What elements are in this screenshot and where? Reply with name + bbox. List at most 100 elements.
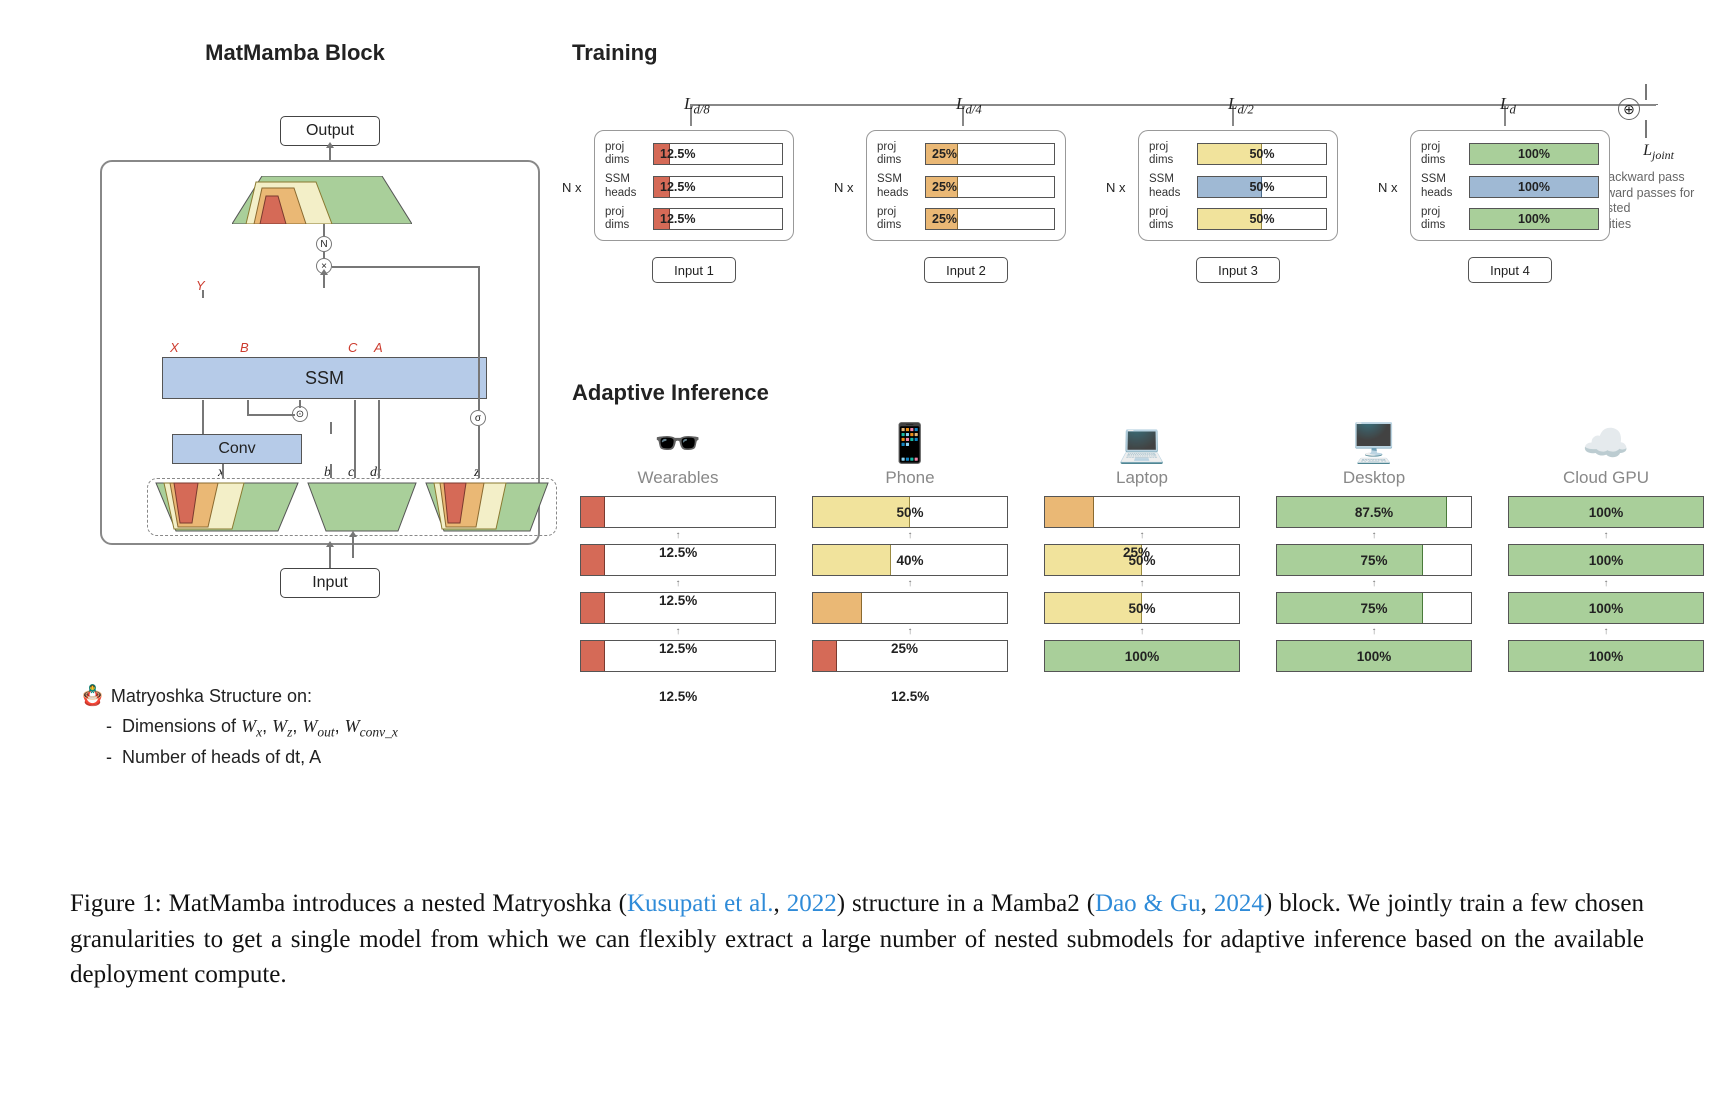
bar-value-label: 50% [1045, 601, 1239, 616]
layer-bar: 25% [1044, 496, 1240, 528]
conv-bar: Conv [172, 434, 302, 464]
nx-label: N x [1378, 180, 1398, 195]
legend-heads-row: - Number of heads of dt, A [106, 743, 530, 772]
training-input-box: Input 1 [652, 257, 736, 283]
joint-loss-label: Ljoint [1643, 142, 1674, 163]
bar-value-label: 100% [1509, 649, 1703, 664]
flow-up-arrow-icon: ↑ [1372, 626, 1377, 637]
training-bar: 25% [925, 143, 1055, 165]
bar-fill [581, 497, 605, 527]
training-card: proj dims 50% SSM heads 50% proj dims 50% [1138, 130, 1338, 241]
loss-subscript-label: Ld/2 [1228, 94, 1254, 117]
bar-fill [581, 641, 605, 671]
layer-stack: 87.5%↑75%↑75%↑100% [1276, 496, 1472, 672]
bar-value-label: 50% [1198, 180, 1326, 194]
training-panel: Training ⊕ Ljoint Single backward pass f… [560, 40, 1680, 76]
input-projection-group [147, 478, 557, 536]
layer-stack: 25%↑50%↑50%↑100% [1044, 496, 1240, 672]
training-bar: 12.5% [653, 143, 783, 165]
cite-kusupati[interactable]: Kusupati et al. [627, 890, 774, 917]
caption-mid1: ) structure in a Mamba2 ( [837, 890, 1095, 917]
adaptive-column: 🖥️Desktop87.5%↑75%↑75%↑100% [1276, 420, 1472, 672]
training-row: proj dims 50% [1149, 206, 1327, 232]
training-row: proj dims100% [1421, 141, 1599, 167]
adaptive-column: 💻Laptop25%↑50%↑50%↑100% [1044, 420, 1240, 672]
nx-label: N x [834, 180, 854, 195]
layer-stack: 12.5%↑12.5%↑12.5%↑12.5% [580, 496, 776, 672]
block-outer: N × Y SSM X B C A ⊙ Conv x b c dt z σ [100, 160, 540, 545]
device-label: Phone [812, 468, 1008, 488]
flow-up-arrow-icon: ↑ [1140, 626, 1145, 637]
training-bar: 50% [1197, 143, 1327, 165]
adaptive-title: Adaptive Inference [572, 380, 1680, 406]
adaptive-column: 📱Phone50%↑40%↑25%↑12.5% [812, 420, 1008, 672]
device-icon: ☁️ [1508, 420, 1704, 468]
flow-up-arrow-icon: ↑ [676, 578, 681, 589]
training-bar: 50% [1197, 208, 1327, 230]
bar-fill [581, 593, 605, 623]
training-input-box: Input 3 [1196, 257, 1280, 283]
bar-fill [813, 641, 837, 671]
flow-up-arrow-icon: ↑ [1604, 530, 1609, 541]
training-row: proj dims12.5% [605, 206, 783, 232]
bar-value-label: 50% [1198, 212, 1326, 226]
bar-value-label: 50% [1198, 147, 1326, 161]
flow-up-arrow-icon: ↑ [676, 626, 681, 637]
bar-value-label: 25% [926, 180, 957, 194]
training-row-label: proj dims [1149, 141, 1191, 167]
training-input-box: Input 4 [1468, 257, 1552, 283]
training-row-label: SSM heads [1421, 173, 1463, 199]
loss-subscript-label: Ld/8 [684, 94, 710, 117]
sigma-icon: σ [470, 410, 486, 426]
training-title: Training [572, 40, 1680, 66]
device-icon: 🕶️ [580, 420, 776, 468]
training-row-label: SSM heads [1149, 173, 1191, 199]
training-bar: 100% [1469, 176, 1599, 198]
bar-value-label: 12.5% [654, 147, 695, 161]
bar-value-label: 100% [1045, 649, 1239, 664]
layer-bar: 100% [1508, 544, 1704, 576]
label-C: C [348, 340, 357, 355]
training-row: proj dims100% [1421, 206, 1599, 232]
flow-up-arrow-icon: ↑ [1140, 578, 1145, 589]
bar-value-label: 75% [1277, 553, 1471, 568]
matmamba-block-panel: MatMamba Block Output N × Y SSM X B C A [70, 40, 520, 76]
adaptive-column: ☁️Cloud GPU100%↑100%↑100%↑100% [1508, 420, 1704, 672]
training-card: proj dims25%SSM heads25%proj dims25% [866, 130, 1066, 241]
training-row-label: proj dims [877, 141, 919, 167]
device-label: Cloud GPU [1508, 468, 1704, 488]
bar-value-label: 100% [1509, 553, 1703, 568]
bar-value-label: 100% [1509, 601, 1703, 616]
training-bar: 25% [925, 176, 1055, 198]
cite-daogu[interactable]: Dao & Gu [1095, 890, 1201, 917]
layer-stack: 100%↑100%↑100%↑100% [1508, 496, 1704, 672]
bar-value-label: 100% [1277, 649, 1471, 664]
bar-value-label: 25% [926, 212, 957, 226]
label-B: B [240, 340, 249, 355]
bar-fill [1045, 497, 1094, 527]
bar-value-label: 40% [813, 553, 1007, 568]
layer-bar: 87.5% [1276, 496, 1472, 528]
bar-value-label: 12.5% [651, 641, 697, 656]
training-bar: 100% [1469, 208, 1599, 230]
nx-label: N x [562, 180, 582, 195]
training-card: proj dims100%SSM heads100%proj dims100% [1410, 130, 1610, 241]
adaptive-columns: 🕶️Wearables12.5%↑12.5%↑12.5%↑12.5%📱Phone… [580, 420, 1704, 672]
adaptive-column: 🕶️Wearables12.5%↑12.5%↑12.5%↑12.5% [580, 420, 776, 672]
layer-bar: 75% [1276, 592, 1472, 624]
training-row-label: proj dims [1149, 206, 1191, 232]
device-label: Desktop [1276, 468, 1472, 488]
training-bar: 100% [1469, 143, 1599, 165]
legend: 🪆Matryoshka Structure on: - Dimensions o… [80, 680, 530, 772]
training-input-box: Input 2 [924, 257, 1008, 283]
flow-up-arrow-icon: ↑ [1604, 578, 1609, 589]
cite-daogu-year: 2024 [1214, 890, 1264, 917]
bar-value-label: 12.5% [654, 212, 695, 226]
training-column: N xLd/8proj dims12.5%SSM heads12.5%proj … [594, 130, 794, 283]
layer-bar: 50% [1044, 592, 1240, 624]
norm-icon: N [316, 236, 332, 252]
training-row: SSM heads12.5% [605, 173, 783, 199]
bar-value-label: 100% [1470, 180, 1598, 194]
layer-stack: 50%↑40%↑25%↑12.5% [812, 496, 1008, 672]
training-row: SSM heads25% [877, 173, 1055, 199]
